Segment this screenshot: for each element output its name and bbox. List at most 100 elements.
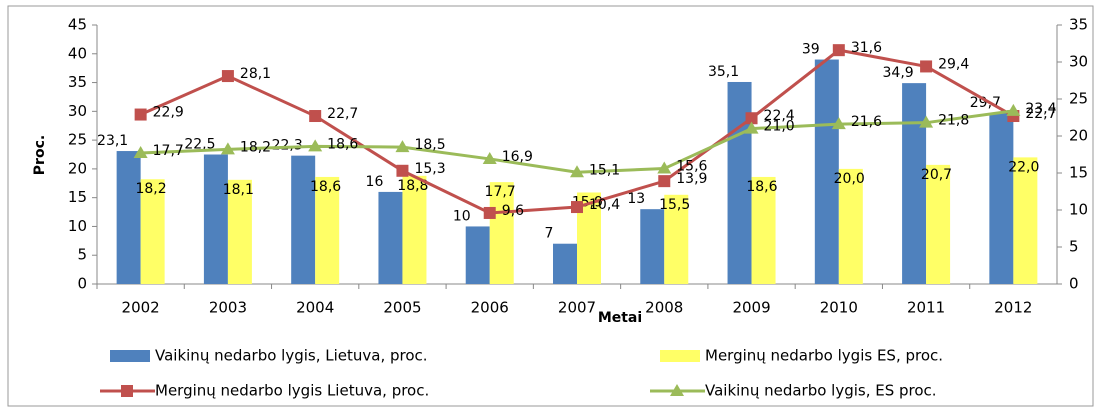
bar — [814, 59, 839, 285]
line-value-label: 18,6 — [327, 136, 358, 152]
bar-value-label: 10 — [453, 208, 471, 224]
x-tick-label: 2009 — [732, 299, 770, 317]
bar-value-label: 18,1 — [223, 182, 254, 198]
y2-tick-label: 10 — [1069, 201, 1088, 219]
y-tick-label: 45 — [68, 16, 87, 34]
y-tick-label: 35 — [68, 73, 87, 91]
line-marker — [309, 110, 322, 123]
line-marker — [483, 206, 496, 219]
legend-label: Merginų nedarbo lygis Lietuva, proc. — [155, 382, 429, 400]
line-value-label: 18,2 — [240, 139, 271, 155]
bar — [553, 243, 577, 284]
bar-value-label: 20,7 — [921, 167, 952, 183]
bar-value-label: 20,0 — [834, 171, 865, 187]
y2-tick-label: 30 — [1069, 53, 1088, 71]
line-value-label: 22,4 — [764, 108, 795, 124]
bar — [664, 194, 689, 284]
legend-swatch — [660, 350, 700, 362]
line-value-label: 13,9 — [676, 171, 707, 187]
bar — [402, 175, 427, 284]
legend-swatch — [110, 350, 150, 362]
y-tick-label: 10 — [68, 217, 87, 235]
bar-value-label: 13 — [627, 191, 645, 207]
chart-border — [7, 5, 1094, 407]
bar — [291, 155, 316, 284]
legend-marker — [670, 384, 684, 396]
bar-value-label: 16 — [366, 174, 384, 190]
y-tick-label: 0 — [77, 275, 87, 293]
line-marker — [920, 60, 933, 73]
x-tick-label: 2002 — [122, 299, 160, 317]
x-tick-label: 2003 — [209, 299, 247, 317]
bar — [465, 226, 490, 284]
bar-value-label: 7 — [545, 226, 554, 242]
bar — [227, 179, 252, 284]
bar-value-label: 35,1 — [708, 64, 739, 80]
line-marker — [220, 142, 235, 155]
y-tick-label: 30 — [68, 102, 87, 120]
line-value-label: 31,6 — [851, 40, 882, 56]
line-value-label: 22,7 — [1025, 106, 1056, 122]
y2-tick-label: 5 — [1069, 238, 1079, 256]
bar-value-label: 18,6 — [746, 179, 777, 195]
bar — [926, 164, 951, 284]
line-marker — [745, 112, 758, 125]
y-axis-label: Proc. — [32, 135, 48, 175]
y2-tick-label: 25 — [1069, 90, 1088, 108]
bar — [203, 154, 228, 284]
x-tick-label: 2007 — [558, 299, 596, 317]
line-marker — [221, 70, 234, 83]
y2-tick-label: 20 — [1069, 127, 1088, 145]
line-value-label: 22,7 — [327, 106, 358, 122]
line-marker — [134, 108, 147, 121]
bar — [378, 191, 403, 284]
line-marker — [657, 161, 672, 174]
bar — [751, 176, 776, 284]
bar-value-label: 22,0 — [1008, 159, 1039, 175]
line-value-label: 28,1 — [240, 66, 271, 82]
bar — [140, 179, 165, 284]
bar — [1013, 157, 1038, 284]
legend-label: Vaikinų nedarbo lygis, Lietuva, proc. — [155, 347, 428, 365]
bar-value-label: 39 — [802, 42, 820, 58]
bar — [116, 151, 141, 284]
line-marker — [570, 165, 584, 178]
line-value-label: 17,7 — [153, 143, 184, 159]
bar — [640, 209, 665, 284]
line-marker — [133, 146, 148, 159]
line-marker — [919, 115, 934, 128]
x-tick-label: 2008 — [645, 299, 683, 317]
line-marker — [1006, 103, 1021, 116]
bar-value-label: 29,7 — [970, 95, 1001, 111]
line-marker — [308, 139, 323, 152]
x-axis-label: Metai — [598, 310, 642, 326]
line-value-label: 18,5 — [414, 137, 445, 153]
legend-marker — [121, 385, 133, 397]
y2-tick-label: 35 — [1069, 16, 1088, 34]
legend-label: Vaikinų nedarbo lygis, ES proc. — [705, 382, 937, 400]
bar-value-label: 17,7 — [485, 184, 516, 200]
line-value-label: 15,1 — [589, 162, 620, 178]
legend-label: Merginų nedarbo lygis ES, proc. — [705, 347, 943, 365]
line-marker — [482, 151, 497, 164]
line-value-label: 15,3 — [414, 161, 445, 177]
y-tick-label: 5 — [77, 246, 87, 264]
line-value-label: 15,6 — [676, 159, 707, 175]
bar — [838, 168, 863, 284]
line-value-label: 21,8 — [938, 113, 969, 129]
y2-tick-label: 15 — [1069, 164, 1088, 182]
bar — [989, 113, 1014, 284]
y-tick-label: 25 — [68, 131, 87, 149]
bar-value-label: 18,2 — [135, 181, 166, 197]
line-value-label: 22,9 — [153, 105, 184, 121]
line-marker — [832, 44, 845, 57]
line-value-label: 16,9 — [502, 149, 533, 165]
line-marker — [395, 140, 410, 153]
y-tick-label: 40 — [68, 44, 87, 62]
bar-value-label: 15,5 — [659, 197, 690, 213]
x-tick-label: 2012 — [994, 299, 1032, 317]
line-marker — [396, 164, 409, 177]
line-value-label: 21,0 — [764, 119, 795, 135]
y2-tick-label: 0 — [1069, 275, 1079, 293]
x-tick-label: 2010 — [820, 299, 858, 317]
